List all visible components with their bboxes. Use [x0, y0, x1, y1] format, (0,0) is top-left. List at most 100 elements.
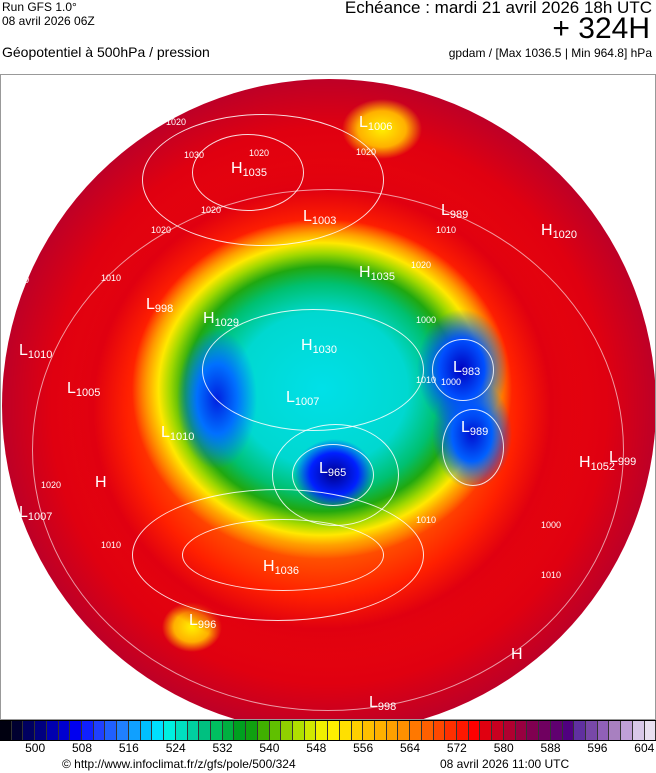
low-pressure-label: L1007 [19, 504, 53, 524]
high-pressure-label: H1030 [301, 337, 338, 357]
contour-label: 1020 [356, 147, 377, 157]
forecast-time: Echéance : mardi 21 avril 2026 18h UTC [344, 0, 652, 17]
colorbar-swatch [23, 721, 36, 740]
colorbar-swatch [210, 721, 223, 740]
colorbar-swatch [445, 721, 458, 740]
colorbar-swatch [93, 721, 106, 740]
low-pressure-label: L998 [369, 694, 397, 714]
high-pressure-label: H1020 [541, 222, 578, 242]
colorbar-swatch [339, 721, 352, 740]
colorbar-swatch [457, 721, 469, 740]
colorbar-swatch [515, 721, 528, 740]
source-link[interactable]: © http://www.infoclimat.fr/z/gfs/pole/50… [62, 757, 296, 771]
colorbar-swatch [597, 721, 610, 740]
colorbar-swatch [187, 721, 200, 740]
colorbar-tick-label: 540 [259, 741, 280, 755]
colorbar-swatch [363, 721, 375, 740]
colorbar [0, 720, 656, 741]
high-pressure-label: H1035 [359, 264, 396, 284]
colorbar-swatch [386, 721, 399, 740]
low-pressure-label: L996 [189, 612, 217, 632]
low-pressure-label: L989 [461, 419, 489, 439]
colorbar-swatch [199, 721, 211, 740]
low-pressure-label: L1005 [67, 380, 101, 400]
colorbar-swatch [550, 721, 563, 740]
colorbar-swatch [527, 721, 540, 740]
contour-label: 1020 [249, 148, 270, 158]
colorbar-swatch [11, 721, 24, 740]
colorbar-swatch [164, 721, 176, 740]
colorbar-tick-label: 516 [118, 741, 139, 755]
polar-map: L1006 H1035 L1003 L989 H1020 H1035 L998 H1029 H1… [0, 74, 656, 720]
high-pressure-label: H1029 [203, 310, 240, 330]
contour-label: 1010 [416, 375, 437, 385]
colorbar-swatch [480, 721, 493, 740]
colorbar-swatch [222, 721, 235, 740]
colorbar-tick-label: 572 [446, 741, 467, 755]
high-pressure-label: H1035 [231, 160, 268, 180]
high-pressure-label: H1052 [579, 454, 616, 474]
colorbar-swatch [351, 721, 364, 740]
contour-label: 1010 [541, 570, 562, 580]
colorbar-swatch [562, 721, 575, 740]
contour-label: 1000 [441, 377, 462, 387]
colorbar-swatch [152, 721, 165, 740]
low-pressure-label: L965 [319, 460, 347, 480]
colorbar-swatch [375, 721, 387, 740]
colorbar-swatch [269, 721, 282, 740]
low-pressure-label: L983 [453, 359, 481, 379]
low-pressure-label: L1003 [303, 208, 337, 228]
colorbar-tick-label: 548 [306, 741, 327, 755]
colorbar-swatch [468, 721, 481, 740]
contour-label: 1000 [541, 520, 562, 530]
colorbar-swatch [234, 721, 247, 740]
colorbar-tick-label: 532 [212, 741, 233, 755]
units-range: gpdam / [Max 1036.5 | Min 964.8] hPa [448, 46, 652, 60]
colorbar-swatch [70, 721, 83, 740]
colorbar-tick-label: 596 [587, 741, 608, 755]
colorbar-swatch [492, 721, 504, 740]
high-pressure-label: H [95, 474, 107, 491]
colorbar-swatch [281, 721, 293, 740]
colorbar-tick-label: 556 [353, 741, 374, 755]
contour-label: 1010 [436, 225, 457, 235]
colorbar-swatch [328, 721, 340, 740]
colorbar-tick-label: 580 [493, 741, 514, 755]
low-pressure-label: L999 [609, 449, 637, 469]
colorbar-swatch [539, 721, 551, 740]
run-date: 08 avril 2026 06Z [2, 14, 95, 28]
contour-label: 1010 [101, 540, 122, 550]
contour-label: 1010 [416, 515, 437, 525]
colorbar-swatch [257, 721, 270, 740]
low-pressure-label: L1006 [359, 114, 393, 134]
contour-label: 1020 [9, 275, 30, 285]
colorbar-swatch [503, 721, 516, 740]
colorbar-swatch [410, 721, 422, 740]
colorbar-tick-label: 508 [71, 741, 93, 755]
contour-label: 1010 [101, 273, 122, 283]
contour-label: 1030 [184, 150, 205, 160]
low-pressure-label: L1010 [19, 342, 53, 362]
high-pressure-label: H [511, 646, 523, 663]
colorbar-swatch [246, 721, 258, 740]
geopotential-field [2, 79, 655, 719]
colorbar-swatch [175, 721, 188, 740]
isobar [32, 189, 624, 711]
colorbar-tick-label: 564 [399, 741, 421, 755]
colorbar-swatch [58, 721, 71, 740]
low-pressure-label: L1007 [286, 389, 320, 409]
colorbar-swatch [398, 721, 411, 740]
colorbar-swatch [140, 721, 153, 740]
field-title: Géopotentiel à 500hPa / pression [2, 44, 210, 60]
colorbar-swatch [292, 721, 305, 740]
colorbar-swatch [35, 721, 47, 740]
colorbar-tick-label: 588 [540, 741, 561, 755]
colorbar-swatch [644, 721, 656, 740]
contour-label: 1020 [166, 117, 187, 127]
colorbar-swatch [82, 721, 94, 740]
colorbar-ticks: 500 508 516 524 532 540 548 556 564 572 580 588 596 6… [0, 741, 656, 757]
colorbar-swatch [433, 721, 446, 740]
contour-label: 1020 [201, 205, 222, 215]
colorbar-tick-label: 500 [25, 741, 46, 755]
colorbar-swatch [609, 721, 622, 740]
